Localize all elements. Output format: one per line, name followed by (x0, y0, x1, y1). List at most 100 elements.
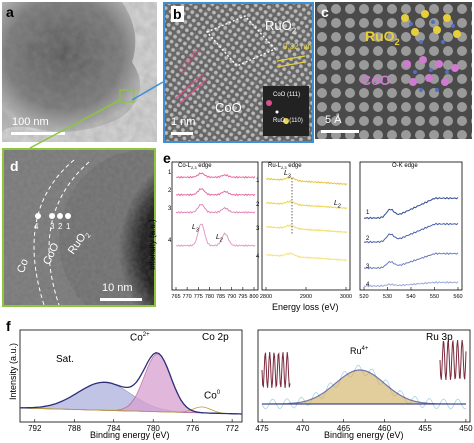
tick-label: 460 (378, 424, 392, 433)
tick-label: 776 (186, 424, 200, 433)
co-edge-frame (171, 161, 259, 291)
ru-edge-trace-1 (265, 175, 348, 186)
trace-number: 4 (168, 238, 172, 244)
eels-xlabel: Energy loss (eV) (272, 302, 339, 312)
co2p-title: Co 2p (202, 332, 229, 343)
ru4plus-fit (262, 369, 466, 405)
trace-number: 4 (256, 254, 260, 260)
trace-number: 3 (256, 226, 260, 232)
co-edge-trace-2 (175, 188, 256, 197)
tick-label: 788 (68, 424, 82, 433)
tick-label: 465 (337, 424, 351, 433)
o-edge-trace-4 (363, 281, 459, 288)
fft-ruo2-label: RuO2 (110) (273, 118, 303, 126)
tick-label: 470 (296, 424, 310, 433)
tick-label: 790 (227, 294, 236, 300)
point-1: 1 (66, 222, 71, 231)
scale-bar (11, 132, 65, 135)
co2p-xlabel: Binding energy (eV) (90, 430, 170, 440)
tick-label: 780 (205, 294, 214, 300)
trace-number: 1 (366, 210, 370, 216)
co-edge-trace-1 (175, 172, 256, 179)
zoom-box-green (119, 89, 135, 103)
point-3: 3 (50, 222, 55, 231)
co2p-frame (19, 329, 243, 423)
tick-label: 475 (255, 424, 269, 433)
tick-label: 560 (453, 294, 462, 300)
panel-c-stem: c RuO2 CoO 5 Å (315, 2, 472, 139)
phase-coo-label: CoO (361, 72, 391, 88)
o-edge-trace-3 (363, 252, 459, 270)
ru-l3-label: L3 (284, 170, 291, 180)
coo-atom-model (403, 56, 459, 92)
co0-label: Co0 (204, 390, 221, 402)
point-2: 2 (58, 222, 63, 231)
panel-d-haadf: d 4 3 2 1 Co CoO RuO2 10 nm (2, 148, 156, 307)
point-4: 4 (34, 222, 39, 231)
tick-label: 550 (430, 294, 439, 300)
o-edge-title: O-K edge (392, 163, 418, 169)
phase-ruo2-label: RuO2 (265, 18, 297, 36)
panel-b-hrtem: b RuO2 0.32 nm 0.24 nm CoO CoO (111) RuO… (163, 2, 314, 143)
panel-f-label: f (6, 318, 11, 334)
co0-fit (19, 406, 243, 415)
tick-label: 780 (147, 424, 161, 433)
scale-bar (171, 132, 193, 135)
co-edge-title: Co-L2,3 edge (178, 163, 212, 171)
ru3p-xlabel: Binding energy (eV) (324, 430, 404, 440)
trace-number: 3 (168, 206, 172, 212)
ruo2-region-box (205, 15, 277, 67)
lattice-texture (165, 4, 312, 141)
co-l3-label: L3 (192, 224, 199, 234)
co-edge-trace-3 (175, 203, 256, 214)
co-edge-trace-4 (175, 223, 256, 248)
panel-label: b (171, 6, 184, 22)
tick-label: 795 (238, 294, 247, 300)
co2plus-label: Co2+ (130, 332, 150, 344)
ru3p-frame (257, 329, 471, 423)
trace-number: 4 (366, 282, 370, 288)
stem-texture (315, 2, 472, 139)
tick-label: 455 (418, 424, 432, 433)
ru-edge-trace-3 (265, 223, 348, 234)
panel-label: c (321, 4, 329, 20)
co-l2-label: L2 (216, 234, 223, 244)
panel-a-tem-image: a 100 nm (2, 2, 157, 142)
o-edge-trace-1 (363, 196, 459, 220)
scale-label: 1 nm (171, 116, 196, 128)
sat-label: Sat. (56, 354, 74, 365)
scale-label: 100 nm (12, 116, 49, 128)
ru4plus-label: Ru4+ (350, 346, 369, 356)
d-spacing-ruo2: 0.32 nm (283, 42, 312, 51)
ru3p-left-edge (261, 351, 291, 389)
trace-number: 2 (256, 202, 260, 208)
ru3p-right-edge (439, 339, 467, 381)
panel-label: a (6, 4, 14, 20)
scale-label: 5 Å (325, 114, 342, 126)
phase-coo-label: CoO (215, 100, 242, 115)
trace-number: 1 (168, 170, 172, 176)
scale-label: 10 nm (102, 282, 133, 294)
tick-label: 785 (216, 294, 225, 300)
tem-texture (2, 2, 157, 142)
trace-number: 1 (256, 178, 260, 184)
fft-coo-label: CoO (111) (273, 92, 301, 98)
tick-label: 770 (183, 294, 192, 300)
ru-l2-label: L2 (334, 200, 341, 210)
tick-label: 530 (383, 294, 392, 300)
ru-edge-trace-2 (265, 199, 348, 210)
tick-label: 792 (28, 424, 42, 433)
tick-label: 775 (194, 294, 203, 300)
tick-label: 800 (249, 294, 258, 300)
tick-label: 540 (406, 294, 415, 300)
haadf-texture (4, 150, 154, 305)
panel-e-label: e (163, 150, 171, 166)
tick-label: 765 (171, 294, 180, 300)
tick-label: 2900 (300, 294, 312, 300)
tick-label: 3000 (340, 294, 352, 300)
co2p-envelope (20, 352, 243, 415)
tick-label: 2800 (260, 294, 272, 300)
ru-edge-title: Ru-L2,3 edge (268, 163, 302, 171)
